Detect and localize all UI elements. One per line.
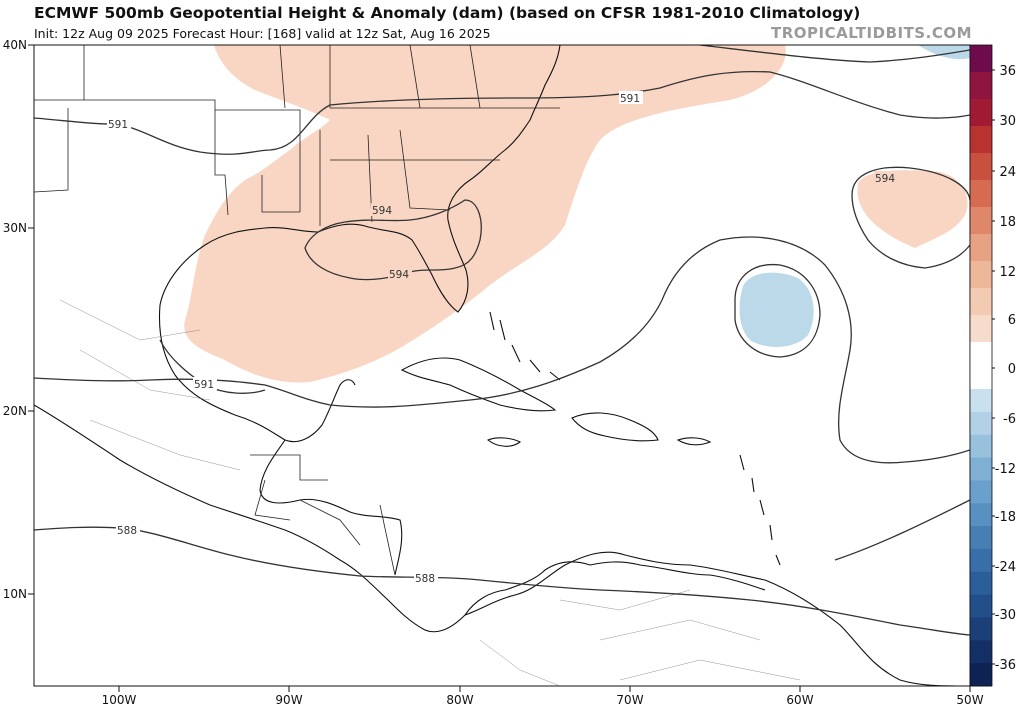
colorbar-swatch: [970, 434, 992, 459]
colorbar-swatch: [970, 180, 992, 208]
colorbar-label: 6: [1008, 313, 1016, 328]
colorbar-swatch: [970, 261, 992, 289]
colorbar-swatch: [970, 126, 992, 154]
internal-borders: [59, 299, 801, 686]
lon-label: 100W: [102, 693, 137, 706]
colorbar-neutral: [970, 342, 992, 389]
colorbar-swatch: [970, 526, 992, 550]
colorbar-swatch: [970, 548, 992, 573]
lon-label: 90W: [275, 693, 302, 706]
colorbar-swatch: [970, 640, 992, 664]
lon-label: 80W: [446, 693, 473, 706]
colorbar-swatch: [970, 663, 992, 687]
positive-anomaly-area: [184, 45, 786, 383]
colorbar-label: -36: [995, 658, 1016, 673]
lat-label: 30N: [3, 221, 27, 235]
colorbar-swatch: [970, 571, 992, 596]
lon-label: 60W: [786, 693, 813, 706]
colorbar-swatch: [970, 288, 992, 316]
lat-label: 40N: [3, 38, 27, 52]
colorbar-swatch: [970, 389, 992, 413]
lon-label: 50W: [956, 693, 983, 706]
colorbar-swatch: [970, 234, 992, 262]
colorbar: 36 30 24 18 12 6 0 -6 -12 -18 -24 -30 -36: [969, 44, 1016, 687]
colorbar-label: -12: [995, 462, 1016, 477]
negative-anomaly-area-ne: [918, 45, 970, 60]
latitude-axis: 40N 30N 20N 10N: [3, 38, 34, 601]
colorbar-swatch: [970, 153, 992, 181]
contour-label: 591: [620, 93, 640, 105]
brand-watermark: TROPICALTIDBITS.COM: [771, 24, 972, 42]
contour-label: 594: [389, 269, 409, 281]
map-panel: [34, 45, 970, 686]
colorbar-swatch: [970, 99, 992, 127]
colorbar-swatch: [970, 503, 992, 527]
colorbar-swatch: [970, 617, 992, 641]
contour-label: 588: [117, 525, 137, 537]
map-title: ECMWF 500mb Geopotential Height & Anomal…: [34, 4, 861, 22]
colorbar-label: -24: [995, 560, 1016, 575]
height-contours: [34, 45, 970, 636]
contour-label: 594: [372, 205, 392, 217]
colorbar-swatch: [970, 207, 992, 235]
contour-label: 594: [875, 173, 895, 185]
colorbar-label: 36: [999, 64, 1016, 79]
colorbar-label: 18: [999, 215, 1016, 230]
colorbar-label: -18: [995, 510, 1016, 525]
negative-anomaly-area: [739, 272, 814, 347]
colorbar-label: -6: [1003, 412, 1016, 427]
contour-label: 591: [108, 119, 128, 131]
map-subtitle: Init: 12z Aug 09 2025 Forecast Hour: [16…: [34, 26, 491, 41]
longitude-axis: 100W 90W 80W 70W 60W 50W: [102, 686, 984, 706]
colorbar-label: 0: [1008, 362, 1016, 377]
colorbar-swatch: [970, 480, 992, 504]
contour-label: 591: [194, 379, 214, 391]
contour-label: 588: [415, 573, 435, 585]
coastlines: [34, 45, 970, 686]
contour-labels: 591 594 594 594 591 591 588 588: [107, 91, 898, 585]
lat-label: 10N: [3, 587, 27, 601]
positive-anomaly-area-east: [857, 170, 968, 248]
colorbar-label: 24: [999, 165, 1016, 180]
colorbar-swatch: [970, 72, 992, 100]
lat-label: 20N: [3, 404, 27, 418]
colorbar-label: -30: [995, 608, 1016, 623]
political-borders: [34, 45, 560, 576]
colorbar-swatch: [970, 457, 992, 481]
colorbar-swatch: [970, 45, 992, 73]
colorbar-swatch: [970, 411, 992, 436]
colorbar-label: 30: [999, 114, 1016, 129]
colorbar-swatch: [970, 594, 992, 618]
colorbar-label: 12: [999, 265, 1016, 280]
lon-label: 70W: [616, 693, 643, 706]
colorbar-swatch: [970, 315, 992, 343]
colorbar-outline: [969, 44, 993, 687]
